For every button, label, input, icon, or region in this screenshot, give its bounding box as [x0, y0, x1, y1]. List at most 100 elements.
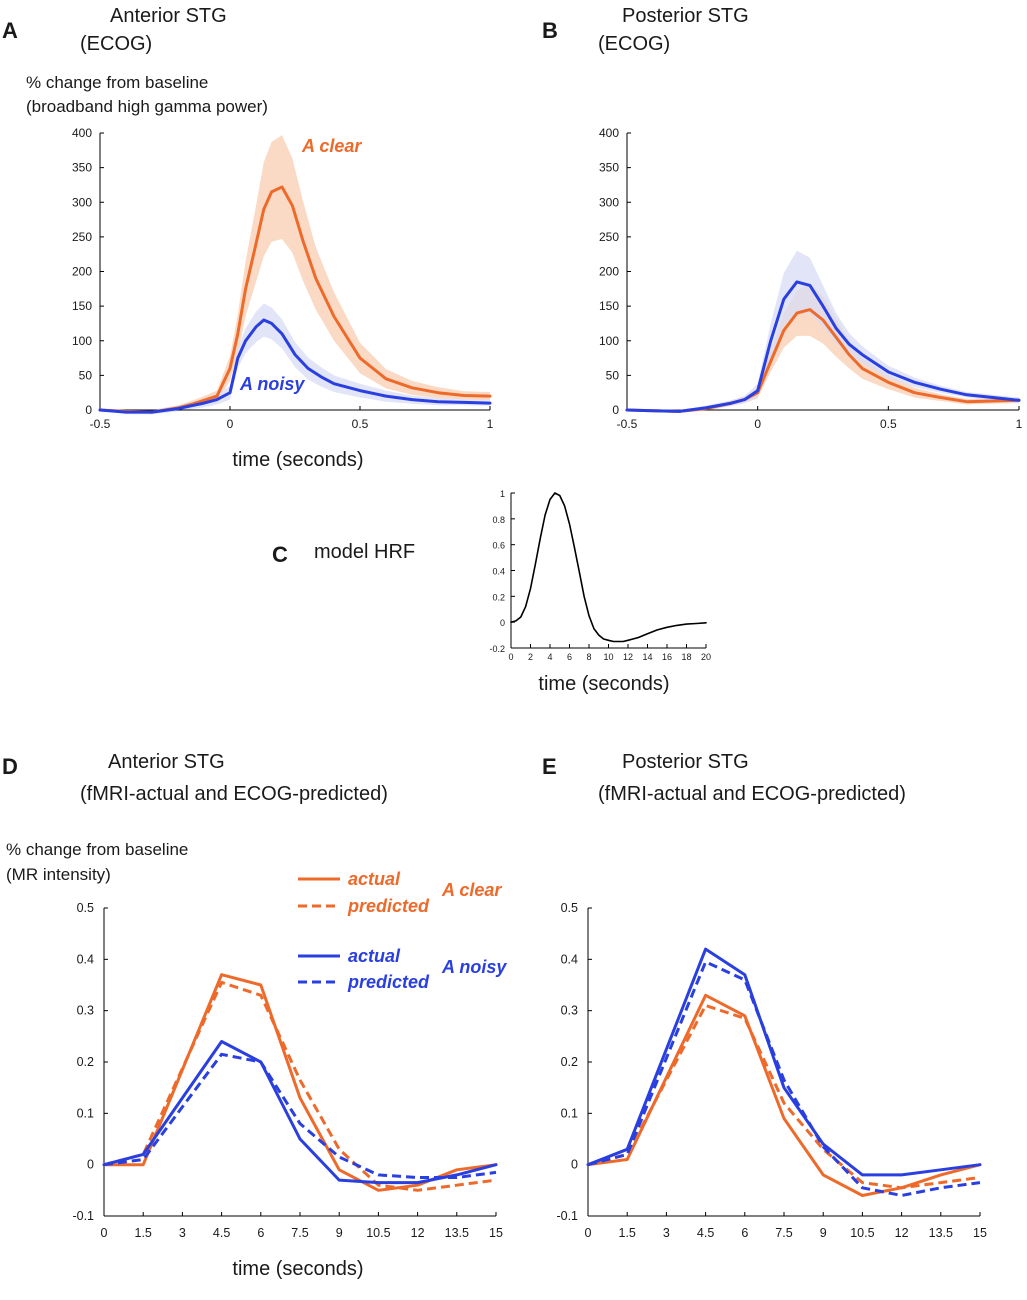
panel-e-ytick-label: 0.3 — [561, 1004, 578, 1018]
panel-d-ytick-label: 0.3 — [77, 1004, 94, 1018]
panel-c-xlabel: time (seconds) — [538, 673, 669, 695]
panel-c-xtick-label: 16 — [662, 652, 672, 662]
panel-c-xtick-label: 6 — [567, 652, 572, 662]
panel-b-ytick-label: 300 — [599, 195, 619, 209]
panel-b-ytick-label: 100 — [599, 334, 619, 348]
panel-b-xtick-label: 1 — [1016, 417, 1023, 431]
panel-d-ytick-label: 0.2 — [77, 1055, 94, 1069]
panel-a-ytick-label: 250 — [72, 230, 92, 244]
panel-e-xtick-label: 1.5 — [619, 1226, 636, 1240]
panel-e-ytick-label: 0 — [571, 1158, 578, 1172]
panel-c-ytick-label: 0.6 — [492, 541, 505, 551]
panel-a-xtick-label: -0.5 — [90, 417, 111, 431]
panel-c-xtick-label: 10 — [603, 652, 613, 662]
panel-b-ytick-label: 200 — [599, 265, 619, 279]
panel-e-xtick-label: 10.5 — [850, 1226, 874, 1240]
panel-e-xtick-label: 3 — [663, 1226, 670, 1240]
panel-e-series-a-noisy-predicted — [587, 960, 981, 1197]
legend-clear-group-label: A clear — [441, 880, 502, 900]
panel-a-series-a-noisy — [98, 318, 492, 414]
panel-d-legend: actual predicted A clear actual predicte… — [298, 869, 507, 992]
panel-d-ylabel-line1: % change from baseline — [6, 840, 188, 859]
panel-d-xtick-label: 13.5 — [445, 1226, 469, 1240]
panel-b-series-a-noisy — [625, 280, 1021, 413]
panel-c-series-hrf — [510, 492, 707, 643]
panel-d-xtick-label: 3 — [179, 1226, 186, 1240]
panel-d-xtick-label: 9 — [336, 1226, 343, 1240]
panel-e-title-line1: Posterior STG — [622, 751, 749, 773]
panel-d-xtick-label: 15 — [489, 1226, 503, 1240]
panel-b-ytick-label: 0 — [612, 403, 619, 417]
panel-d-ytick-label: 0.4 — [77, 952, 94, 966]
panel-b-title-line2: (ECOG) — [598, 33, 670, 55]
panel-e-xtick-label: 0 — [585, 1226, 592, 1240]
panel-e-xtick-label: 9 — [820, 1226, 827, 1240]
panel-c-xtick-label: 14 — [642, 652, 652, 662]
panel-d-title-line1: Anterior STG — [108, 751, 225, 773]
panel-e-xtick-label: 6 — [741, 1226, 748, 1240]
panel-b-ytick-label: 350 — [599, 161, 619, 175]
panel-a-ylabel-line1: % change from baseline — [26, 73, 208, 92]
panel-a-band-0 — [100, 135, 490, 415]
panel-a-ytick-label: 150 — [72, 299, 92, 313]
panel-b-ytick-label: 250 — [599, 230, 619, 244]
panel-d-xtick-label: 10.5 — [366, 1226, 390, 1240]
panel-a-title-line2: (ECOG) — [80, 33, 152, 55]
panel-e-xtick-label: 4.5 — [697, 1226, 714, 1240]
panel-a-ytick-label: 350 — [72, 161, 92, 175]
panel-d-ytick-label: 0 — [87, 1158, 94, 1172]
panel-d-series-a-clear-predicted — [103, 980, 497, 1192]
panel-d-plot: -0.1 0 0.1 0.2 0.3 0.4 0.5 0 1.5 3 4.5 6 7.5 9 10.5 12 1… — [72, 901, 503, 1240]
panel-a-ytick-label: 0 — [85, 403, 92, 417]
panel-b-letter: B — [542, 18, 558, 43]
panel-b-ytick-label: 150 — [599, 299, 619, 313]
panel-e-plot: -0.1 0 0.1 0.2 0.3 0.4 0.5 0 1.5 3 4.5 6 7.5 9 10.5 12 1… — [556, 901, 987, 1240]
panel-d-xtick-label: 0 — [101, 1226, 108, 1240]
panel-c-xtick-label: 2 — [528, 652, 533, 662]
panel-c-ytick-label: 0.4 — [492, 567, 505, 577]
panel-c-ytick-label: -0.2 — [489, 644, 505, 654]
panel-a-letter: A — [2, 18, 18, 43]
panel-c-xtick-label: 4 — [547, 652, 552, 662]
panel-a-xtick-label: 0 — [227, 417, 234, 431]
panel-d-letter: D — [2, 754, 18, 779]
legend-noisy-predicted-label: predicted — [347, 972, 430, 992]
panel-c-letter: C — [272, 542, 288, 567]
panel-a-ytick-label: 200 — [72, 265, 92, 279]
panel-d-ylabel-line2: (MR intensity) — [6, 865, 111, 884]
panel-e-xtick-label: 12 — [895, 1226, 909, 1240]
panel-e-title-line2: (fMRI-actual and ECOG-predicted) — [598, 783, 906, 805]
panel-d-xtick-label: 6 — [257, 1226, 264, 1240]
panel-e-ytick-label: 0.4 — [561, 952, 578, 966]
panel-c-ytick-label: 0 — [500, 618, 505, 628]
panel-c-ytick-label: 0.2 — [492, 592, 505, 602]
panel-e-letter: E — [542, 754, 557, 779]
panel-c-ytick-label: 1 — [500, 489, 505, 499]
panel-b-xtick-label: 0.5 — [880, 417, 897, 431]
panel-a-label-noisy: A noisy — [239, 374, 305, 394]
panel-d-title-line2: (fMRI-actual and ECOG-predicted) — [80, 783, 388, 805]
panel-d-xtick-label: 1.5 — [135, 1226, 152, 1240]
legend-noisy-group-label: A noisy — [441, 957, 507, 977]
panel-d-xtick-label: 4.5 — [213, 1226, 230, 1240]
panel-a-ytick-label: 300 — [72, 195, 92, 209]
panel-e-ytick-label: 0.2 — [561, 1055, 578, 1069]
panel-c-xtick-label: 0 — [508, 652, 513, 662]
panel-d-series-a-noisy-predicted — [103, 1052, 497, 1179]
panel-a-ytick-label: 50 — [79, 368, 93, 382]
panel-b-ytick-label: 50 — [606, 368, 620, 382]
panel-a-ytick-label: 100 — [72, 334, 92, 348]
panel-a-ytick-label: 400 — [72, 126, 92, 140]
panel-e-ytick-label: -0.1 — [556, 1209, 578, 1223]
panel-c-ytick-label: 0.8 — [492, 515, 505, 525]
panel-c-title: model HRF — [314, 541, 415, 563]
legend-clear-predicted-label: predicted — [347, 896, 430, 916]
panel-a-xtick-label: 1 — [487, 417, 494, 431]
panel-e-xtick-label: 15 — [973, 1226, 987, 1240]
panel-a-xtick-label: 0.5 — [352, 417, 369, 431]
panel-a-xlabel: time (seconds) — [232, 449, 363, 471]
panel-d-ytick-label: 0.1 — [77, 1106, 94, 1120]
